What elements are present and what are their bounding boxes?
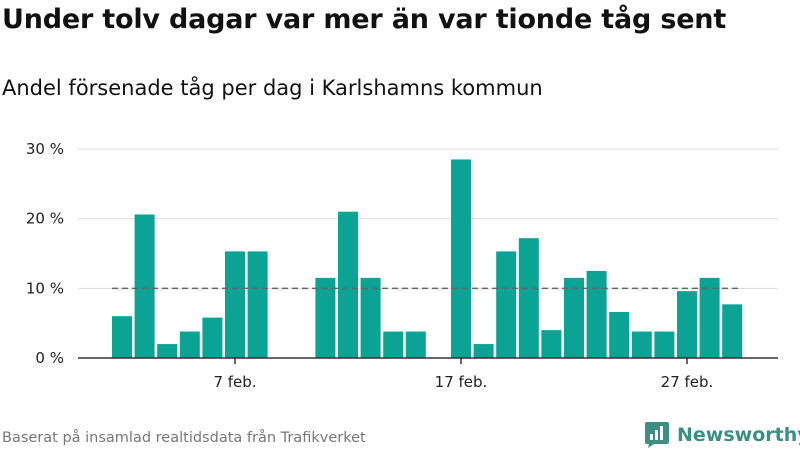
bar: [473, 344, 494, 358]
y-tick-label: 20 %: [26, 210, 64, 228]
chart-title: Under tolv dagar var mer än var tionde t…: [2, 4, 727, 35]
bar: [202, 317, 223, 358]
bar: [541, 330, 562, 358]
bar: [451, 159, 471, 358]
bar: [383, 331, 404, 358]
x-tick-label: 17 feb.: [435, 373, 488, 391]
bar: [315, 277, 336, 358]
bar: [722, 304, 743, 358]
bar: [112, 316, 132, 358]
chart-subtitle: Andel försenade tåg per dag i Karlshamns…: [2, 76, 543, 100]
bar: [360, 277, 381, 358]
bar: [654, 331, 675, 358]
x-tick-label: 7 feb.: [213, 373, 256, 391]
bar: [586, 270, 607, 358]
bar: [247, 251, 268, 358]
logo-text: Newsworthy: [677, 424, 800, 446]
bar: [179, 331, 200, 358]
bar: [338, 211, 358, 358]
bar: [405, 331, 426, 358]
bar: [225, 251, 245, 358]
bar: [631, 331, 652, 358]
bar: [677, 291, 697, 358]
bar-chart: 0 % 10 % 20 % 30 % 7 feb. 17 feb. 27 feb.: [26, 140, 778, 391]
bar: [609, 312, 630, 358]
bar: [699, 277, 720, 358]
newsworthy-chart-icon: [645, 422, 669, 448]
bar: [496, 251, 517, 358]
y-tick-label: 10 %: [26, 279, 64, 297]
bar: [157, 344, 178, 358]
bar: [518, 238, 539, 358]
y-tick-label: 30 %: [26, 140, 64, 158]
source-note: Baserat på insamlad realtidsdata från Tr…: [2, 430, 366, 446]
bar: [134, 214, 155, 358]
newsworthy-logo[interactable]: Newsworthy: [644, 421, 800, 449]
y-tick-label: 0 %: [35, 349, 64, 367]
bar: [564, 277, 584, 358]
x-tick-label: 27 feb.: [661, 373, 714, 391]
